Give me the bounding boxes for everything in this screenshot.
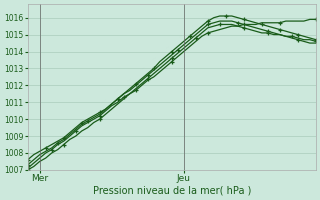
X-axis label: Pression niveau de la mer( hPa ): Pression niveau de la mer( hPa ) bbox=[92, 186, 251, 196]
